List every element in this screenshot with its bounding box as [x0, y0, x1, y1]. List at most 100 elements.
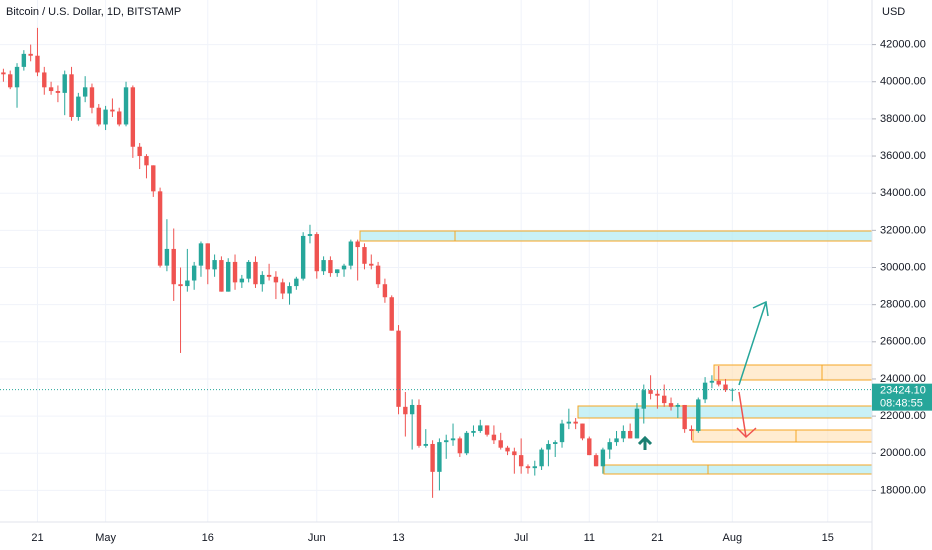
x-tick-label: 16: [202, 532, 214, 544]
countdown-label: 08:48:55: [880, 398, 923, 410]
candle-body: [518, 455, 524, 467]
candle-body: [471, 430, 476, 433]
candle-body: [621, 430, 626, 439]
candle-body: [144, 156, 149, 166]
candle-body: [437, 442, 442, 472]
candle-body: [607, 442, 612, 450]
candle-body: [546, 443, 551, 450]
candle-body: [328, 260, 333, 274]
candle-body: [151, 165, 156, 192]
candle-body: [587, 438, 592, 456]
candle-body: [35, 55, 40, 73]
candle-body: [123, 87, 129, 125]
x-tick-label: 15: [822, 532, 834, 544]
candle-body: [219, 260, 224, 292]
candle-body: [348, 241, 354, 266]
candle-body: [457, 438, 463, 454]
signal-arrow: [637, 435, 653, 450]
y-tick-label: 20000.00: [880, 447, 926, 459]
candle-body: [89, 87, 95, 108]
candle-body: [444, 440, 449, 443]
candle-body: [655, 393, 660, 396]
candle-body: [450, 438, 456, 441]
candle-body: [662, 395, 667, 404]
candle-body: [117, 111, 122, 125]
up-arrow: [738, 300, 769, 386]
last-price-box: [872, 383, 932, 411]
candle-body: [627, 430, 633, 439]
candle-body: [14, 66, 20, 88]
candle-body: [294, 278, 299, 287]
candle-body: [96, 107, 101, 125]
candle-body: [682, 404, 687, 430]
y-tick-label: 32000.00: [880, 224, 926, 236]
y-tick-label: 38000.00: [880, 113, 926, 125]
x-tick-label: Jul: [514, 532, 528, 544]
chart-title: Bitcoin / U.S. Dollar, 1D, BITSTAMP: [6, 6, 181, 18]
candle-body: [191, 265, 197, 281]
candle-body: [69, 74, 74, 118]
candle-body: [641, 390, 646, 409]
candle-body: [239, 278, 245, 283]
candle-body: [314, 234, 319, 272]
candle-body: [1, 72, 6, 75]
y-tick-label: 22000.00: [880, 410, 926, 422]
candle-body: [614, 438, 619, 443]
candle-body: [600, 449, 606, 467]
candle-body: [341, 265, 347, 270]
candle-body: [185, 280, 190, 287]
y-tick-label: 24000.00: [880, 373, 926, 385]
zone: [577, 405, 873, 419]
candle-body: [307, 234, 313, 236]
y-tick-label: 36000.00: [880, 150, 926, 162]
candle-body: [171, 248, 176, 285]
candle-body: [416, 404, 422, 446]
candle-body: [593, 455, 599, 467]
zone: [603, 464, 873, 475]
candle-body: [280, 282, 285, 294]
zone: [713, 364, 873, 381]
candle-body: [648, 390, 653, 394]
candle-body: [723, 384, 728, 391]
candle-body: [137, 146, 142, 157]
candle-body: [212, 260, 217, 270]
candle-body: [55, 91, 61, 93]
candle-body: [634, 408, 640, 439]
candle-body: [205, 243, 210, 270]
candle-body: [532, 466, 537, 469]
candle-body: [164, 248, 170, 266]
x-tick-label: Aug: [723, 532, 743, 544]
x-tick-label: May: [95, 532, 116, 544]
candles: [1, 27, 735, 498]
candle-body: [559, 423, 565, 443]
candle-body: [246, 261, 251, 279]
candle-body: [321, 260, 326, 272]
candle-body: [273, 276, 279, 283]
candle-body: [21, 53, 27, 67]
candle-body: [484, 425, 490, 435]
y-tick-label: 42000.00: [880, 38, 926, 50]
candle-body: [253, 261, 258, 285]
candle-body: [198, 243, 204, 266]
candle-body: [382, 284, 388, 298]
candle-body: [409, 404, 415, 415]
candle-body: [573, 421, 578, 424]
candle-body: [478, 425, 483, 431]
x-tick-label: Jun: [308, 532, 326, 544]
candle-body: [266, 274, 272, 277]
x-tick-label: 21: [31, 532, 43, 544]
candle-body: [539, 449, 544, 467]
candle-body: [525, 466, 531, 469]
candle-body: [566, 421, 572, 424]
candle-body: [226, 261, 231, 292]
candle-body: [668, 403, 674, 407]
candle-body: [42, 72, 47, 88]
candle-body: [430, 443, 435, 472]
candle-body: [464, 432, 469, 454]
candle-body: [369, 263, 374, 266]
y-tick-label: 30000.00: [880, 261, 926, 273]
x-tick-label: 13: [392, 532, 404, 544]
candle-body: [287, 286, 292, 294]
candle-body: [362, 247, 367, 264]
candle-body: [389, 297, 394, 331]
